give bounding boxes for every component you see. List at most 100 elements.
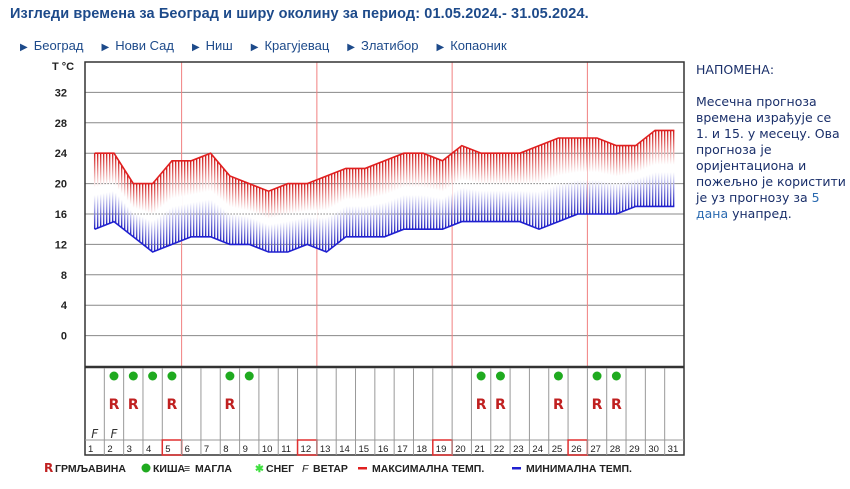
- day-label: 7: [204, 444, 209, 455]
- temperature-band-stripe: [141, 183, 144, 245]
- temperature-band-stripe: [567, 138, 570, 218]
- rain-icon: [109, 371, 119, 381]
- temperature-band-stripe: [492, 153, 495, 222]
- temperature-band-stripe: [522, 151, 525, 224]
- temperature-band-stripe: [624, 145, 627, 211]
- temperature-band-stripe: [228, 175, 231, 245]
- temperature-band-stripe: [399, 154, 402, 231]
- temperature-band-stripe: [279, 186, 282, 252]
- day-label: 5: [165, 444, 170, 455]
- chevron-right-icon: ▶: [101, 42, 110, 53]
- nav-nis[interactable]: ▶ Ниш: [191, 38, 233, 53]
- temperature-band-stripe: [591, 138, 594, 214]
- nav-kopaonik[interactable]: ▶ Копаоник: [436, 38, 507, 53]
- temperature-band-stripe: [168, 163, 171, 246]
- temperature-band-stripe: [147, 183, 150, 249]
- temperature-band-stripe: [105, 153, 108, 225]
- temperature-band-stripe: [282, 185, 285, 252]
- nav-zlatibor[interactable]: ▶ Златибор: [347, 38, 419, 53]
- temperature-band-stripe: [96, 153, 99, 229]
- temperature-band-stripe: [174, 160, 177, 243]
- y-tick-label: 16: [55, 209, 67, 221]
- temperature-band-stripe: [453, 151, 456, 225]
- day-label: 29: [629, 444, 640, 455]
- temperature-band-stripe: [273, 188, 276, 252]
- max-temp-legend-swatch: [358, 467, 367, 470]
- temperature-band-stripe: [381, 161, 384, 237]
- temperature-band-stripe: [225, 172, 228, 244]
- temperature-band-stripe: [432, 157, 435, 230]
- temperature-band-stripe: [450, 153, 453, 226]
- rain-icon: [244, 371, 254, 381]
- nav-kragujevac[interactable]: ▶ Крагујевац: [250, 38, 330, 53]
- legend-max-temp: МАКСИМАЛНА ТЕМП.: [372, 463, 484, 475]
- day-label: 2: [107, 444, 112, 455]
- temperature-band-stripe: [132, 183, 135, 238]
- temperature-band-stripe: [102, 153, 105, 226]
- min-temp-legend-swatch: [512, 467, 521, 470]
- temperature-band-stripe: [546, 142, 549, 226]
- rain-icon: [476, 371, 486, 381]
- temperature-band-stripe: [153, 181, 156, 252]
- rain-icon: [592, 371, 602, 381]
- temperature-band-stripe: [594, 138, 597, 214]
- temperature-band-stripe: [495, 153, 498, 222]
- temperature-band-stripe: [576, 138, 579, 215]
- note-panel: НАПОМЕНА: Месечна прогноза времена израђ…: [696, 62, 846, 222]
- temperature-band-stripe: [558, 138, 561, 222]
- temperature-band-stripe: [177, 160, 180, 242]
- day-label: 9: [243, 444, 248, 455]
- chevron-right-icon: ▶: [20, 42, 28, 53]
- temperature-band-stripe: [288, 183, 291, 252]
- temperature-band-stripe: [375, 163, 378, 237]
- day-label: 30: [648, 444, 659, 455]
- y-tick-label: 32: [55, 87, 67, 99]
- temperature-band-stripe: [666, 130, 669, 207]
- temperature-band-stripe: [345, 168, 348, 237]
- temperature-band-stripe: [255, 186, 258, 248]
- day-label: 25: [552, 444, 563, 455]
- y-tick-label: 20: [55, 179, 67, 191]
- temperature-band-stripe: [471, 149, 474, 222]
- nav-novi-sad[interactable]: ▶ Нови Сад: [101, 38, 174, 53]
- thunderstorm-icon: R: [109, 397, 120, 413]
- temperature-band-stripe: [588, 138, 591, 214]
- y-tick-label: 12: [55, 239, 67, 251]
- temperature-band-stripe: [633, 145, 636, 207]
- temperature-band-stripe: [144, 183, 147, 247]
- temperature-band-stripe: [285, 184, 288, 252]
- temperature-band-stripe: [660, 130, 663, 207]
- thunderstorm-icon: R: [592, 397, 603, 413]
- temperature-band-stripe: [534, 146, 537, 228]
- temperature-band-stripe: [309, 182, 312, 246]
- five-day-forecast-link[interactable]: 5 дана: [696, 190, 820, 221]
- temperature-band-stripe: [417, 153, 420, 230]
- temperature-band-stripe: [525, 150, 528, 225]
- temperature-band-stripe: [291, 183, 294, 251]
- temperature-band-stripe: [207, 153, 210, 237]
- min-temp-line: [94, 205, 675, 253]
- nav-beograd[interactable]: ▶ Београд: [20, 38, 84, 53]
- city-nav: ▶ Београд ▶ Нови Сад ▶ Ниш ▶ Крагујевац ▶ Зла…: [20, 38, 507, 53]
- temperature-band-stripe: [645, 136, 648, 207]
- rain-icon: [148, 371, 158, 381]
- temperature-band-stripe: [654, 130, 657, 207]
- temperature-band-stripe: [162, 170, 165, 248]
- temperature-band-stripe: [237, 179, 240, 245]
- temperature-band-stripe: [504, 153, 507, 222]
- legend-rain: КИША: [153, 463, 186, 475]
- legend-snow: СНЕГ: [266, 463, 294, 475]
- temperature-band-stripe: [477, 152, 480, 222]
- temperature-band-stripe: [672, 130, 675, 207]
- temperature-band-stripe: [378, 162, 381, 237]
- temperature-band-stripe: [555, 138, 558, 223]
- thunderstorm-icon: R: [476, 397, 487, 413]
- day-label: 19: [436, 444, 447, 455]
- temperature-band-stripe: [138, 183, 141, 242]
- rain-icon: [611, 371, 621, 381]
- thunderstorm-icon: R: [225, 397, 236, 413]
- plot-background: [85, 62, 684, 455]
- day-label: 20: [455, 444, 466, 455]
- y-tick-label: 28: [55, 118, 67, 130]
